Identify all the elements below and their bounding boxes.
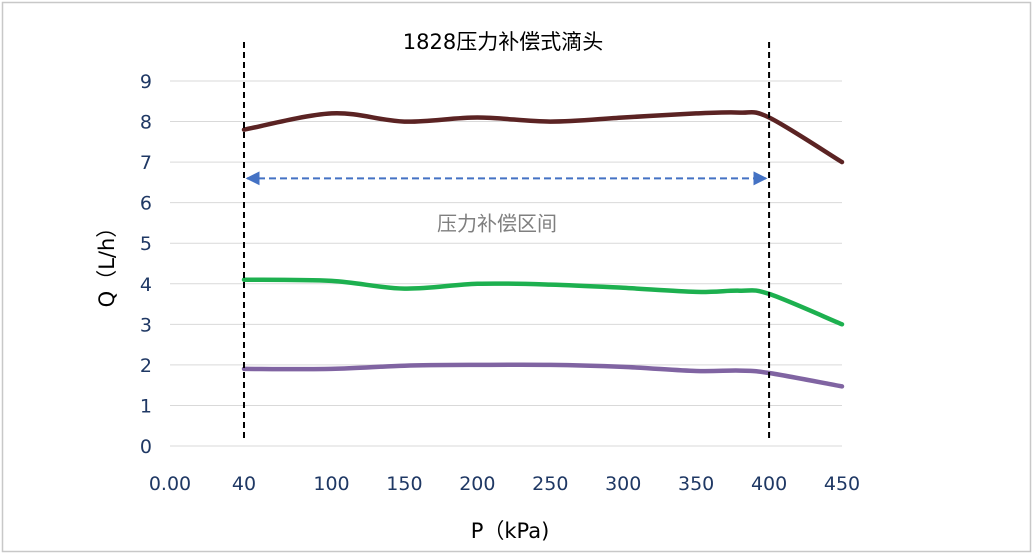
chart-title: 1828压力补偿式滴头 xyxy=(403,30,603,54)
x-axis-title: P（kPa) xyxy=(471,519,550,543)
x-tick-label: 40 xyxy=(232,473,256,495)
y-axis-ticks: 0 1 2 3 4 5 6 7 8 9 xyxy=(140,71,152,458)
y-tick-label: 5 xyxy=(140,233,152,255)
y-tick-label: 7 xyxy=(140,152,152,174)
y-tick-label: 3 xyxy=(140,314,152,336)
y-axis-title: Q（L/h） xyxy=(95,217,119,308)
x-tick-label: 450 xyxy=(824,473,860,495)
x-tick-label: 100 xyxy=(313,473,349,495)
y-tick-label: 8 xyxy=(140,112,152,134)
y-tick-label: 1 xyxy=(140,395,152,417)
y-tick-label: 9 xyxy=(140,71,152,93)
series-line-3 xyxy=(241,362,845,389)
x-tick-label: 0.00 xyxy=(149,473,191,495)
x-tick-label: 250 xyxy=(532,473,568,495)
x-axis-ticks: 0.00 40 100 150 200 250 300 350 400 450 xyxy=(149,473,860,495)
y-tick-label: 4 xyxy=(140,274,152,296)
series-lines xyxy=(241,109,845,389)
reference-lines xyxy=(243,42,771,441)
compensation-range-label: 压力补偿区间 xyxy=(437,211,557,235)
x-tick-label: 150 xyxy=(386,473,422,495)
x-tick-label: 300 xyxy=(605,473,641,495)
series-line-2 xyxy=(241,277,845,327)
x-tick-label: 350 xyxy=(678,473,714,495)
y-tick-label: 6 xyxy=(140,193,152,215)
series-line-1 xyxy=(241,109,845,165)
y-tick-label: 0 xyxy=(140,436,152,458)
x-tick-label: 400 xyxy=(751,473,787,495)
y-tick-label: 2 xyxy=(140,355,152,377)
x-tick-label: 200 xyxy=(459,473,495,495)
